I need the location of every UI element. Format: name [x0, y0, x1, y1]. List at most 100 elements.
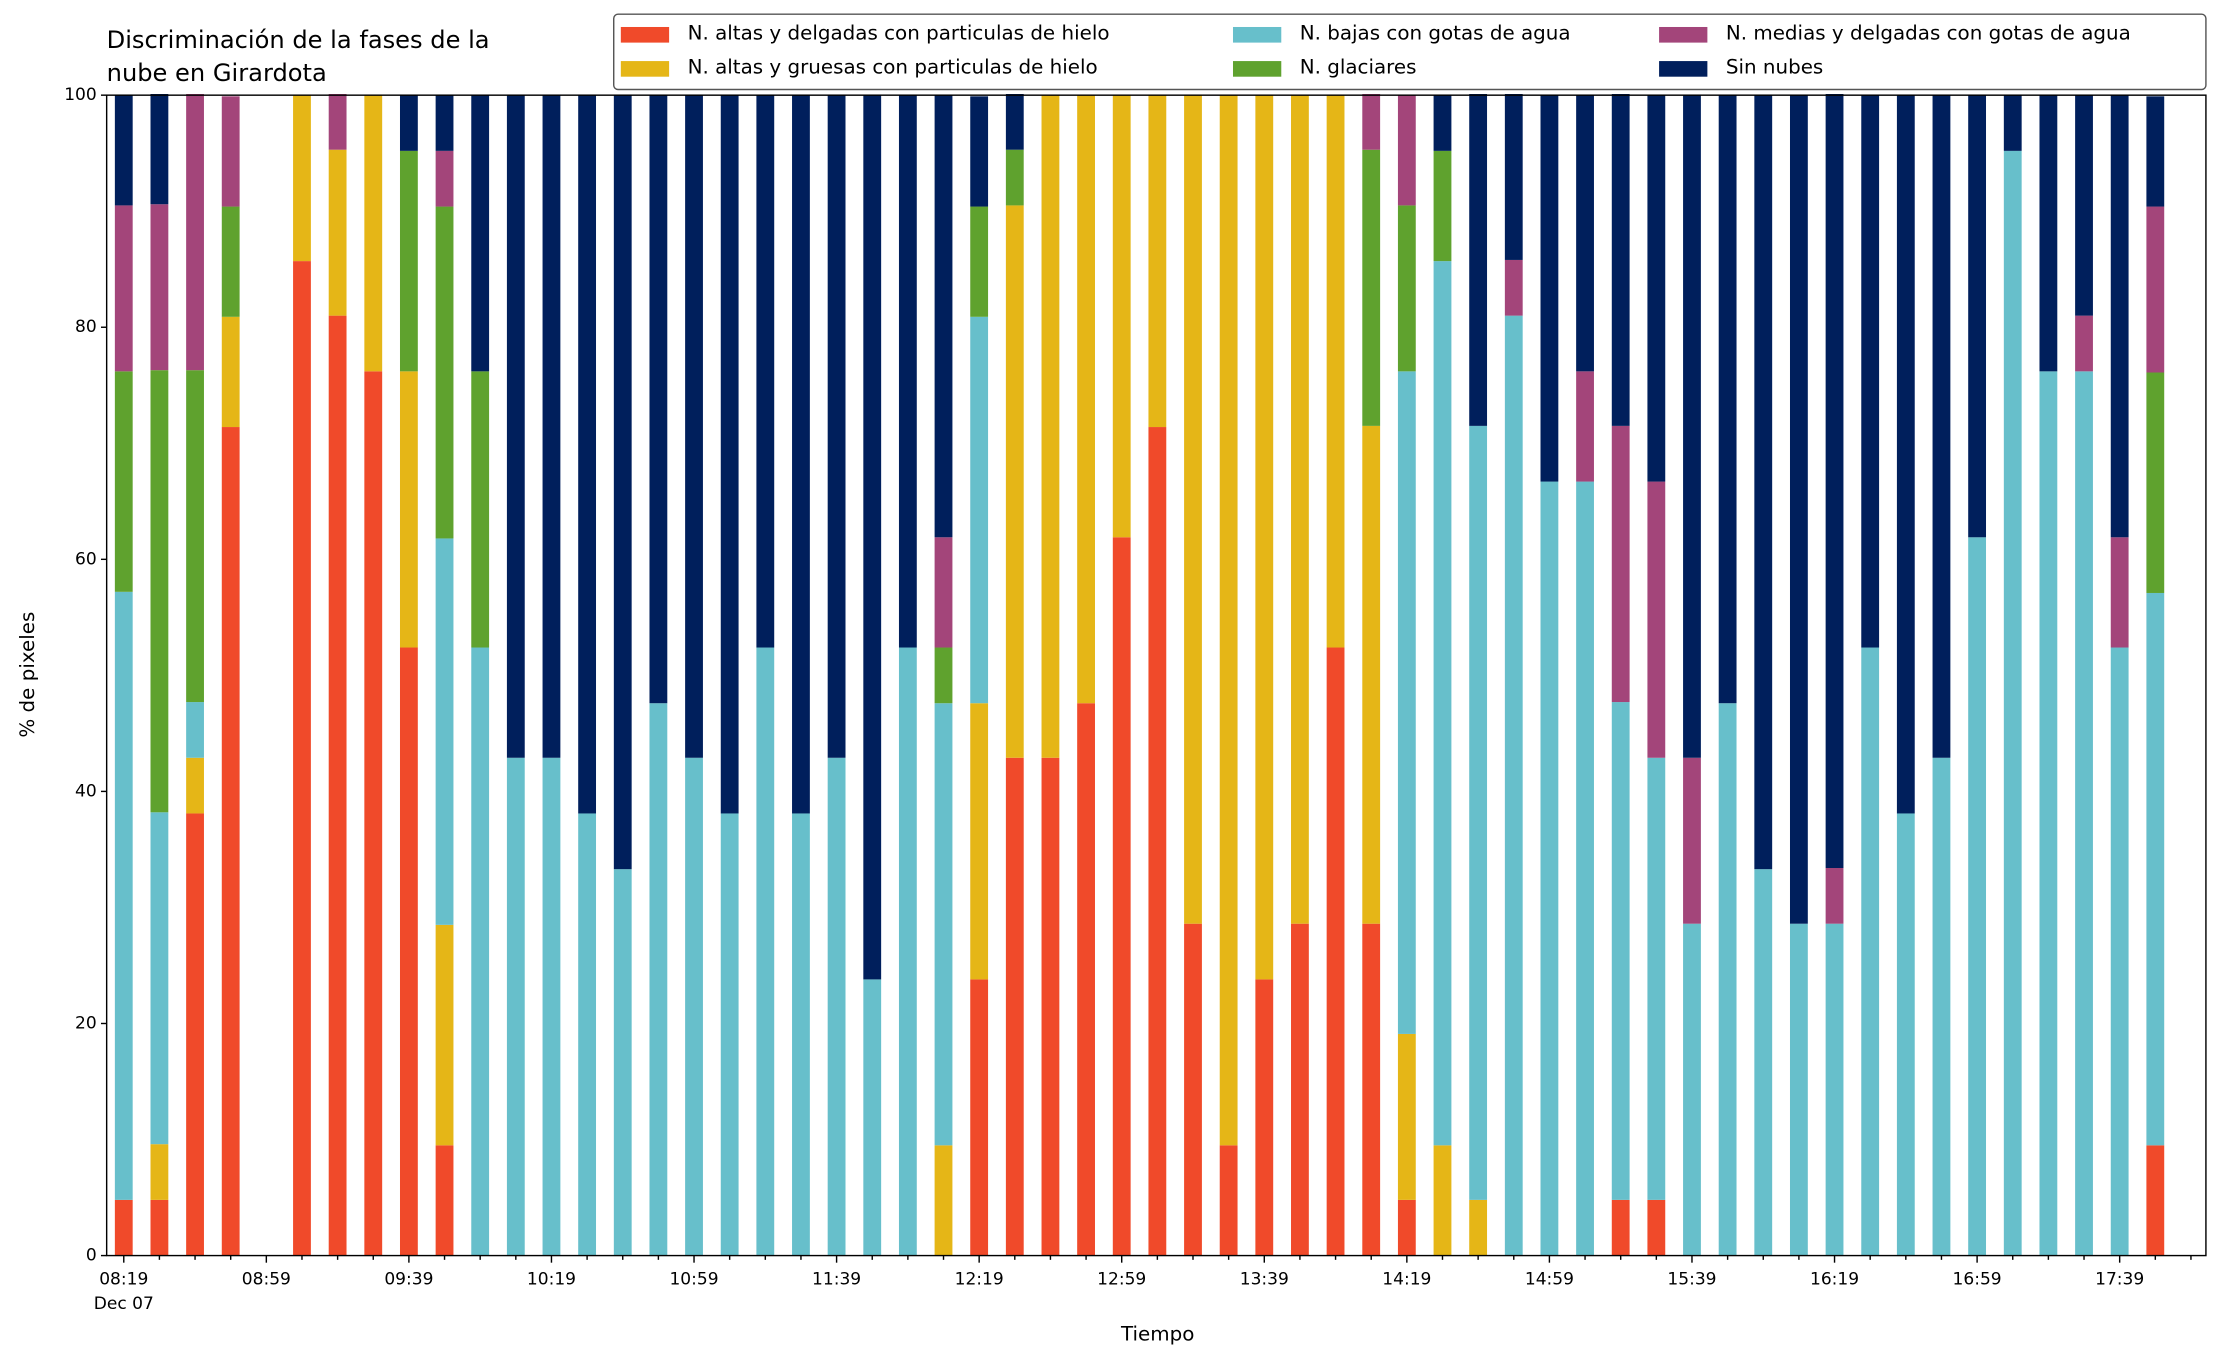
- bar-segment: [1861, 95, 1880, 648]
- bar-segment: [578, 95, 597, 814]
- bar-segment: [150, 94, 169, 205]
- bar-segment: [1041, 95, 1060, 758]
- bar-segment: [1896, 95, 1915, 814]
- bar-segment: [934, 703, 953, 1146]
- bar-segment: [756, 647, 775, 1256]
- legend-swatch: [1232, 26, 1282, 43]
- chart-title: Discriminación de la fases de la: [107, 26, 490, 54]
- bar-segment: [2003, 95, 2022, 151]
- bar-segment: [2146, 206, 2165, 373]
- x-tick-label: 17:39: [2095, 1270, 2144, 1290]
- x-tick-label: 12:19: [955, 1270, 1004, 1290]
- bar-segment: [1433, 1145, 1452, 1256]
- y-axis-label: % de pixeles: [16, 612, 39, 738]
- bar-segment: [1896, 813, 1915, 1256]
- bar-segment: [186, 813, 204, 1256]
- bar-segment: [1469, 1199, 1488, 1256]
- bar-segment: [542, 95, 561, 758]
- bar-segment: [1647, 1199, 1666, 1256]
- bar-segment: [1433, 95, 1452, 151]
- bar-segment: [399, 95, 418, 151]
- bar-segment: [649, 95, 668, 704]
- bar-segment: [1611, 702, 1630, 1200]
- bar-segment: [1291, 95, 1309, 924]
- plot-frame: [105, 94, 2207, 1257]
- x-tick-label: 08:19: [99, 1270, 148, 1290]
- bar-segment: [720, 95, 739, 814]
- bar-segment: [1077, 703, 1095, 1256]
- bar-segment: [1041, 757, 1060, 1256]
- bar-segment: [1184, 923, 1202, 1256]
- bar-segment: [2110, 95, 2129, 538]
- x-tick-label: 10:59: [669, 1270, 718, 1290]
- bar-segment: [970, 206, 989, 317]
- bar-segment: [863, 95, 882, 980]
- legend-swatch: [620, 61, 670, 77]
- legend-label: N. altas y gruesas con particulas de hie…: [688, 56, 1098, 79]
- x-tick-label: 08:59: [242, 1270, 291, 1290]
- bar-segment: [435, 95, 454, 151]
- bar-segment: [2146, 592, 2165, 1146]
- bar-segment: [1433, 261, 1452, 1146]
- bar-segment: [1932, 757, 1951, 1256]
- bar-segment: [150, 204, 169, 371]
- bar-segment: [827, 757, 846, 1256]
- bar-segment: [399, 150, 418, 372]
- bar-segment: [1219, 1145, 1238, 1256]
- bar-segment: [150, 812, 169, 1145]
- y-tick-label: 100: [64, 85, 97, 105]
- bar-segment: [114, 1199, 133, 1256]
- bar-segment: [1932, 95, 1951, 758]
- bar-segment: [1397, 1033, 1416, 1200]
- bar-segment: [970, 979, 989, 1256]
- x-tick-label: 14:59: [1525, 1270, 1574, 1290]
- bar-segment: [720, 813, 739, 1256]
- bar-segment: [1362, 94, 1381, 150]
- bar-segment: [1397, 1199, 1416, 1256]
- x-sublabel: Dec 07: [94, 1294, 154, 1314]
- bar-segment: [471, 647, 490, 1256]
- bar-segment: [114, 591, 133, 1200]
- bar-segment: [578, 813, 597, 1256]
- bar-segment: [613, 95, 632, 870]
- bar-segment: [150, 1199, 169, 1256]
- bar-segment: [1754, 869, 1773, 1256]
- bar-segment: [186, 702, 204, 758]
- bar-segment: [1397, 371, 1416, 1034]
- bar-segment: [1576, 481, 1594, 1256]
- legend-swatch: [1659, 61, 1708, 77]
- x-tick-label: 13:39: [1240, 1270, 1289, 1290]
- bar-segment: [1112, 95, 1131, 538]
- bar-segment: [1683, 757, 1701, 924]
- bar-segment: [863, 979, 882, 1256]
- legend-swatch: [620, 26, 670, 43]
- bar-segment: [1255, 95, 1274, 980]
- legend-label: N. bajas con gotas de agua: [1300, 22, 1571, 45]
- bar-segment: [2075, 371, 2093, 1256]
- bar-segment: [1647, 757, 1666, 1200]
- bar-segment: [328, 315, 347, 1256]
- bar-segment: [756, 95, 775, 648]
- bar-segment: [364, 95, 383, 372]
- bar-segment: [364, 371, 383, 1256]
- bar-segment: [1754, 95, 1773, 870]
- x-tick-label: 16:19: [1810, 1270, 1859, 1290]
- bar-segment: [1005, 205, 1024, 758]
- bar-segment: [1184, 95, 1202, 924]
- x-tick-label: 14:19: [1382, 1270, 1431, 1290]
- legend-swatch: [1659, 26, 1708, 43]
- bar-segment: [1362, 425, 1381, 924]
- bar-segment: [1789, 95, 1808, 924]
- bar-segment: [1968, 95, 1987, 538]
- bar-segment: [685, 757, 703, 1256]
- bar-segment: [1326, 647, 1345, 1256]
- x-tick-label: 12:59: [1097, 1270, 1146, 1290]
- bar-segment: [1005, 149, 1024, 206]
- bar-segment: [1148, 427, 1167, 1256]
- bar-segment: [970, 703, 989, 980]
- bar-segment: [399, 371, 418, 648]
- bar-segment: [1576, 95, 1594, 372]
- bar-segment: [1504, 259, 1523, 316]
